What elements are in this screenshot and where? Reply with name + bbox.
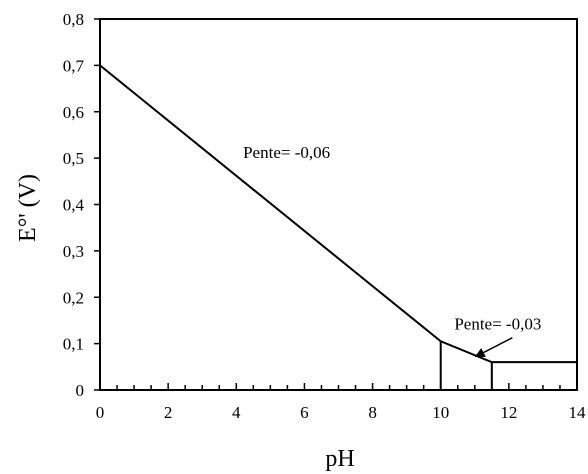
x-tick-label: 2 (164, 403, 173, 422)
y-tick-label: 0,3 (63, 242, 84, 261)
x-tick-label: 14 (569, 403, 587, 422)
series-line (99, 64, 577, 364)
y-tick-label: 0,7 (63, 56, 85, 75)
x-tick-label: 0 (96, 403, 105, 422)
annotation-arrow (474, 337, 513, 358)
x-tick-label: 6 (300, 403, 309, 422)
y-tick-label: 0,1 (63, 335, 84, 354)
x-tick-label: 8 (368, 403, 377, 422)
y-tick-label: 0,2 (63, 288, 84, 307)
y-axis: 0 0,1 0,2 0,3 0,4 0,5 0,6 0,7 0,8 (63, 10, 100, 400)
x-tick-label: 4 (232, 403, 241, 422)
series-layer (99, 64, 577, 390)
x-axis: 0 2 4 6 8 10 12 14 (96, 383, 586, 422)
y-tick-label: 0,5 (63, 149, 84, 168)
y-tick-label: 0,8 (63, 10, 84, 29)
y-tick-label: 0,6 (63, 103, 84, 122)
slope-annotation: Pente= -0,03 (454, 315, 541, 334)
slope-annotation: Pente= -0,06 (243, 143, 330, 162)
y-tick-label: 0,4 (63, 196, 85, 215)
x-axis-title: pH (325, 446, 354, 472)
y-tick-label: 0 (76, 381, 85, 400)
x-tick-label: 12 (500, 403, 517, 422)
y-axis-title: E°' (V) (15, 174, 41, 242)
annotations: Pente= -0,06 Pente= -0,03 (243, 143, 541, 358)
x-tick-label: 10 (432, 403, 449, 422)
plot-area (99, 18, 578, 391)
plot-frame (99, 18, 578, 391)
